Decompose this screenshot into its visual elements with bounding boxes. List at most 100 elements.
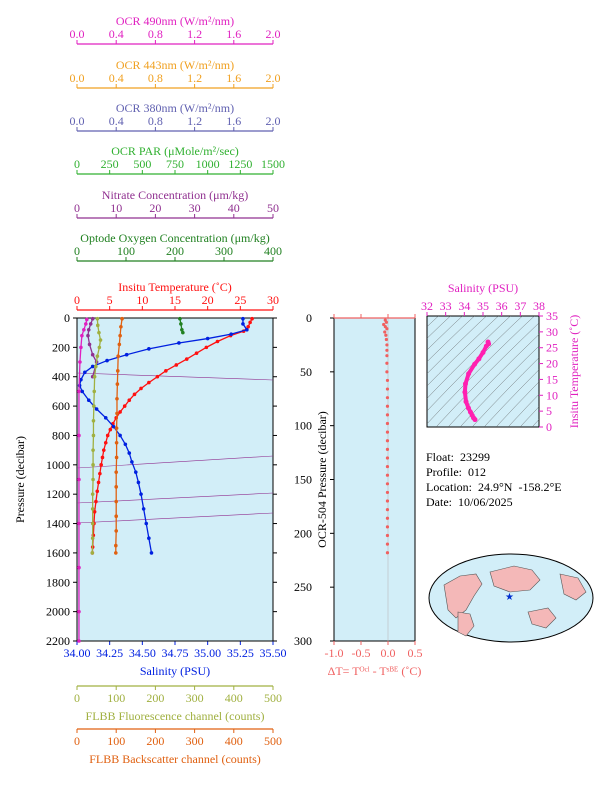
top-axis-ticklabel-ocr490: 2.0 xyxy=(266,27,281,41)
series-point-temperature xyxy=(250,316,254,321)
ts-isopycnal-line xyxy=(447,334,539,427)
ts-ytick-label: 0 xyxy=(546,420,552,434)
ts-point xyxy=(472,361,478,367)
series-point-temperature xyxy=(215,339,220,344)
series-point-temperature xyxy=(194,351,199,356)
top-axis-ticklabel-ocr490: 1.2 xyxy=(187,27,202,41)
top-axis-ticklabel-ocr380: 1.2 xyxy=(187,114,202,128)
delta-t-point xyxy=(385,327,389,331)
top-axis-ticklabel-ocr490: 0.4 xyxy=(109,27,124,41)
series-point-ocr490 xyxy=(80,333,84,338)
series-point-temperature xyxy=(174,363,179,367)
top-axis-ticklabel-ocr443: 1.6 xyxy=(226,71,241,85)
series-point-salinity xyxy=(147,536,151,541)
series-point-backscatter xyxy=(114,543,118,548)
float-info: Float: 23299 Profile: 012 Location: 24.9… xyxy=(426,450,562,510)
bottom-axis-salinity: 34.00 34.25 34.50 34.75 35.00 35.25 35.50 Salin… xyxy=(64,641,287,678)
top-axis-ticklabel-ocr443: 0.0 xyxy=(70,71,85,85)
delta-t-point xyxy=(385,348,389,352)
series-point-nitrate xyxy=(86,333,90,338)
series-point-backscatter xyxy=(114,551,118,555)
profile-row: Profile: 012 xyxy=(426,465,562,480)
nitrate-guide-line xyxy=(76,372,274,381)
top-axis-title-ocr443: OCR 443nm (W/m²/nm) xyxy=(116,58,234,72)
series-point-salinity xyxy=(147,347,151,351)
delta-t-point xyxy=(385,551,390,555)
ts-isopycnal-line xyxy=(427,316,475,363)
ts-xtick-label: 36 xyxy=(496,299,508,313)
series-point-fluorescence xyxy=(91,463,95,467)
series-point-salinity xyxy=(241,322,245,326)
top-axis-ticklabel-nitrate: 20 xyxy=(149,201,161,215)
profile-value: 012 xyxy=(468,465,486,479)
top-axis-ocr443: OCR 443nm (W/m²/nm) 0.0 0.4 0.8 1.2 1.6 2.0 xyxy=(70,58,281,89)
series-point-salinity xyxy=(127,451,132,455)
ts-isopycnal-line xyxy=(507,393,539,427)
nitrate-guide-line xyxy=(76,455,274,469)
date-label: Date: xyxy=(426,495,452,509)
delta-t-point xyxy=(385,387,390,391)
series-point-temperature xyxy=(99,463,103,467)
series-point-fluorescence xyxy=(92,404,96,408)
series-point-salinity xyxy=(149,551,154,555)
series-point-fluorescence xyxy=(95,323,100,328)
ts-isopycnal-line xyxy=(459,345,539,427)
series-point-backscatter xyxy=(114,426,119,430)
series-point-temperature xyxy=(122,404,127,408)
pressure-tick-label: 1200 xyxy=(46,487,70,501)
ts-ytick-label: 25 xyxy=(546,341,558,355)
ts-isopycnal-line xyxy=(427,316,439,328)
series-point-oxygen xyxy=(180,327,184,332)
delta-t-point xyxy=(385,430,390,434)
top-axis-temperature: Insitu Temperature (˚C) 0 5 10 15 20 25 30 xyxy=(74,280,279,311)
float-row: Float: 23299 xyxy=(426,450,562,465)
top-axis-par: OCR PAR (μMole/m²/sec) 0 250 500 750 1000 1250… xyxy=(74,144,285,175)
delta-t-point xyxy=(385,499,390,503)
series-point-ocr490 xyxy=(77,477,81,482)
bottom-axis-ticklabel-fluorescence: 200 xyxy=(146,691,164,705)
delta-t-point xyxy=(385,473,390,477)
series-point-salinity xyxy=(144,521,149,526)
pressure-tick-label: 2000 xyxy=(46,605,70,619)
series-point-ocr490 xyxy=(77,521,81,526)
pressure-axis: 0 200 400 600 800 1000 1200 1400 1600 1800 2000 220… xyxy=(13,311,277,648)
top-axis-ticklabel-ocr380: 0.0 xyxy=(70,114,85,128)
ts-point xyxy=(462,389,468,395)
date-value: 10/06/2025 xyxy=(458,495,513,509)
ts-isopycnal-line xyxy=(471,357,539,427)
series-point-temperature xyxy=(108,427,113,432)
pressure-tick-label: 1800 xyxy=(46,575,70,589)
delta-t-point xyxy=(385,396,390,400)
bottom-axis-ticklabel-salinity: 34.50 xyxy=(129,646,156,660)
series-point-salinity xyxy=(103,416,108,420)
top-axis-ticklabel-par: 0 xyxy=(74,157,80,171)
bottom-axis-ticklabel-fluorescence: 0 xyxy=(74,691,80,705)
top-axis-title-ocr490: OCR 490nm (W/m²/nm) xyxy=(116,14,234,28)
series-point-salinity xyxy=(86,398,91,403)
ts-xtick-label: 35 xyxy=(477,299,489,313)
series-point-backscatter xyxy=(117,342,122,347)
series-point-temperature xyxy=(98,471,102,476)
series-point-backscatter xyxy=(114,455,119,460)
pressure-tick-label: 0 xyxy=(64,311,70,325)
top-axis-ticklabel-nitrate: 10 xyxy=(110,201,122,215)
delta-t-ytick-label: 50 xyxy=(300,365,312,379)
top-axis-oxygen: Optode Oxygen Concentration (μm/kg)0 100 2… xyxy=(74,231,282,262)
pressure-tick-label: 1600 xyxy=(46,546,70,560)
bottom-axis-ticklabel-backscatter: 200 xyxy=(146,734,164,748)
bottom-axis-ticklabel-backscatter: 300 xyxy=(186,734,204,748)
nitrate-guide-line xyxy=(76,492,274,504)
series-point-backscatter xyxy=(116,354,120,358)
top-axis-ticklabel-ocr380: 1.6 xyxy=(226,114,241,128)
pressure-tick-label: 200 xyxy=(52,340,70,354)
map-land-east xyxy=(559,573,587,601)
series-point-temperature xyxy=(132,392,137,397)
top-axis-ticklabel-oxygen: 400 xyxy=(264,244,282,258)
series-point-salinity xyxy=(241,316,245,321)
ts-isopycnal-line xyxy=(495,381,539,427)
series-point-ocr490 xyxy=(77,565,81,570)
bottom-axis-ticklabel-backscatter: 500 xyxy=(264,734,282,748)
bottom-axis-ticklabel-fluorescence: 400 xyxy=(225,691,243,705)
bottom-axis-ticklabel-fluorescence: 500 xyxy=(264,691,282,705)
delta-t-ytick-label: 200 xyxy=(294,526,312,540)
